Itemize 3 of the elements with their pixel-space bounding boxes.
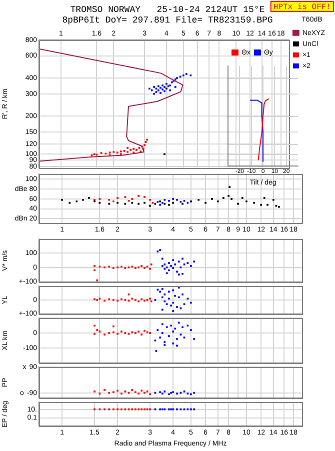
text: HPTx is OFF!	[273, 3, 331, 12]
chart-subtitle: 8pBP6It DoY= 297.891 File= TR823159.BPG	[62, 16, 273, 26]
chart-title: TROMSO NORWAY 25-10-24 2124UT 15°E	[70, 4, 265, 15]
